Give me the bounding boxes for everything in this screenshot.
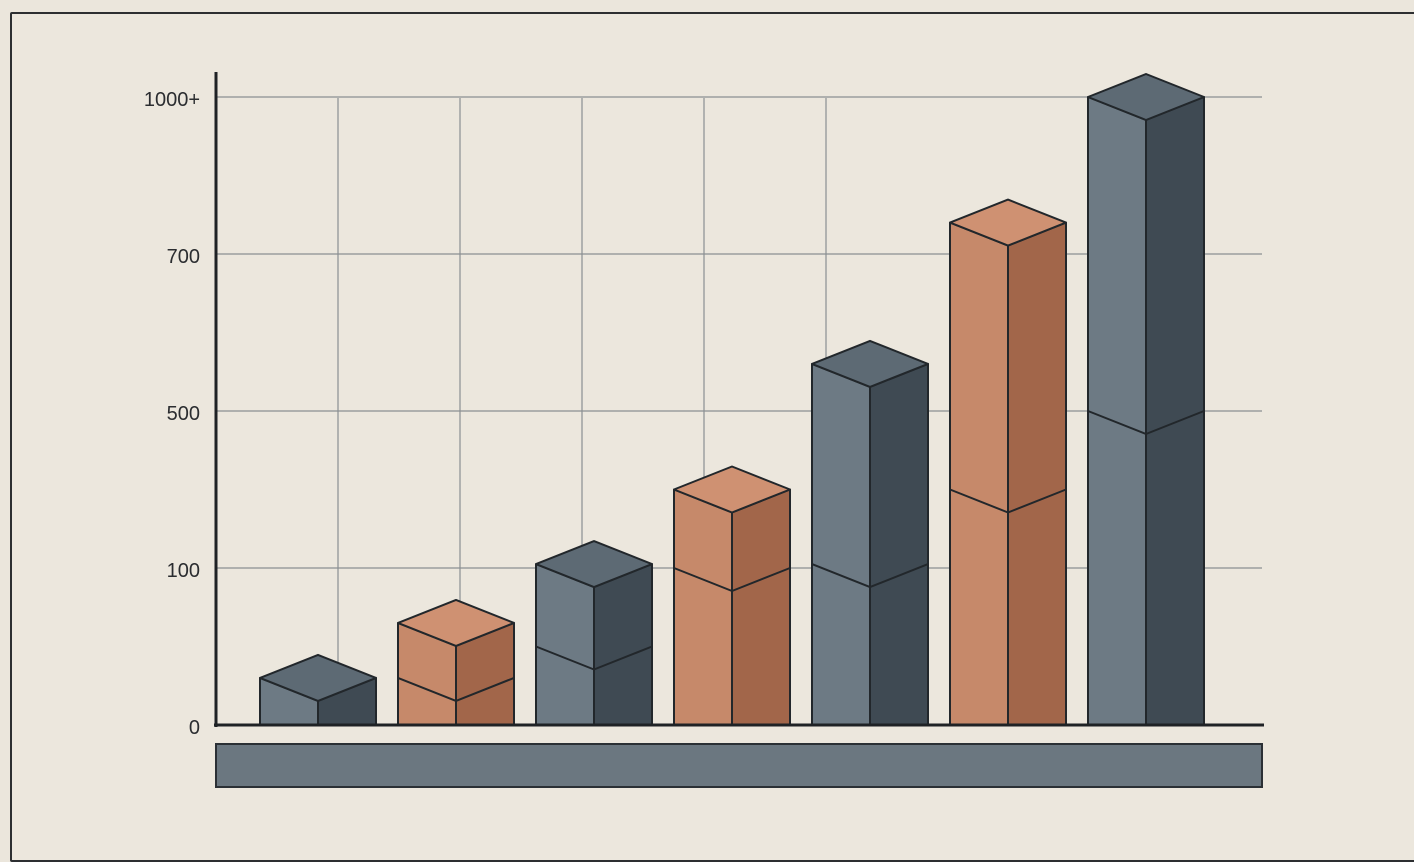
bar-segment-seam [811, 563, 929, 589]
bar-segment-seam [535, 645, 653, 671]
bar-1 [259, 653, 377, 726]
y-tick-label: 500 [167, 403, 200, 425]
bar-side-face [593, 563, 653, 726]
bar-front-face [1087, 96, 1147, 726]
y-tick-label: 700 [167, 246, 200, 268]
y-tick-label: 100 [167, 560, 200, 582]
bar-front-face [811, 362, 871, 726]
y-tick-label: 1000+ [144, 89, 200, 111]
bar-front-face [949, 221, 1009, 726]
bar-segment-seam [949, 488, 1067, 514]
bar-segment-seam [1087, 410, 1205, 435]
bar-segment-seam [673, 567, 791, 592]
bar-front-face [535, 563, 595, 726]
bar-top-face [811, 339, 929, 388]
bar-top-face [1087, 73, 1205, 121]
bar-6 [949, 198, 1067, 726]
y-tick-label: 0 [189, 717, 200, 739]
bar-top-face [535, 540, 653, 589]
base-platform-bar [215, 743, 1263, 788]
bar-top-face [673, 465, 791, 514]
bars [259, 73, 1205, 726]
bar-front-face [673, 488, 733, 726]
axes [214, 72, 1264, 727]
bar-top-face [259, 653, 377, 702]
bar-2 [397, 598, 515, 726]
bar-side-face [731, 488, 791, 726]
bar-7 [1087, 73, 1205, 726]
bar-5 [811, 339, 929, 726]
bar-3 [535, 540, 653, 726]
bar-side-face [1145, 96, 1205, 726]
bar-side-face [1007, 221, 1067, 726]
bar-top-face [397, 598, 515, 647]
y-tick-labels: 1000+ 700 500 100 0 [144, 89, 200, 739]
bar-top-face [949, 198, 1067, 247]
bar-side-face [869, 362, 929, 726]
bar-4 [673, 465, 791, 726]
bar-segment-seam [397, 676, 515, 702]
